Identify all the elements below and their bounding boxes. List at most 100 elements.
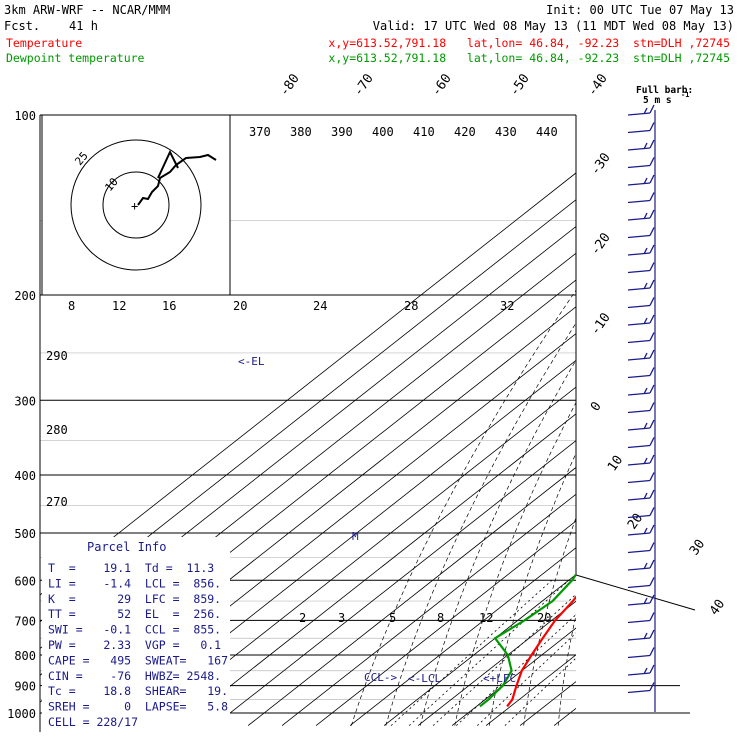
isotherm-label: -60: [429, 71, 455, 99]
isotherm-line: [417, 600, 576, 726]
dry-adiabat: [727, 128, 740, 726]
isotherm-line: [281, 493, 576, 726]
wind-scale-label: 32: [500, 299, 514, 313]
pressure-tick-label: 400: [14, 469, 36, 483]
wind-scale-label: 28: [404, 299, 418, 313]
wind-barb: [627, 227, 655, 239]
theta-label: 380: [290, 125, 312, 139]
pressure-tick-label: 1000: [7, 707, 36, 721]
frame-corner: [575, 537, 696, 611]
pressure-tick-label: 100: [14, 109, 36, 123]
isotherm-line: [485, 654, 576, 726]
dry-adiabat: [350, 289, 576, 726]
isotherm-line: [111, 359, 576, 726]
parcel-info-row: CELL = 228/17: [48, 715, 138, 729]
isotherm-label: -20: [588, 230, 614, 258]
dry-adiabat: [695, 128, 740, 726]
mixing-ratio-line: [477, 632, 576, 726]
wind-barb: [627, 104, 655, 116]
pressure-tick-label: 200: [14, 289, 36, 303]
wind-barb: [627, 402, 655, 414]
isotherm-line: [588, 115, 740, 726]
hodograph-ring: [102, 171, 170, 239]
parcel-info-title: Parcel Info: [87, 540, 166, 554]
isotherm-label: 40: [707, 597, 728, 618]
dewpoint-legend: Dewpoint temperature: [6, 51, 145, 65]
wind-barb: [627, 612, 655, 624]
isotherm-label: 0: [588, 399, 605, 414]
barb-legend-title: Full barb:: [636, 85, 693, 96]
theta-label: 370: [249, 125, 271, 139]
isotherm-label: -40: [585, 71, 611, 99]
parcel-info-row: CAPE = 495 SWEAT= 167: [48, 653, 228, 667]
forecast-hour: Fcst. 41 h: [4, 19, 98, 33]
theta-label: 430: [495, 125, 517, 139]
isotherm-label: -50: [507, 71, 533, 99]
theta-label: 410: [413, 125, 435, 139]
wind-barb: [627, 384, 655, 396]
wind-barb: [627, 577, 655, 589]
parcel-info-row: Tc = 18.8 SHEAR= 19.: [48, 684, 228, 698]
isotherm-line: [179, 413, 576, 726]
hodograph-inset: 10 25 +: [41, 114, 231, 296]
isotherm-line: [349, 547, 576, 726]
mixing-ratio-label: 8: [437, 611, 444, 625]
dry-adiabat-label: 290: [46, 349, 68, 363]
wind-barb: [627, 314, 655, 326]
dry-adiabat: [662, 128, 740, 726]
mixing-ratio-label: 20: [537, 611, 551, 625]
wind-barb: [627, 367, 655, 379]
parcel-info-row: CIN = -76 HWBZ= 2548.: [48, 669, 221, 683]
mixing-ratio-line: [504, 657, 576, 726]
wind-barb: [627, 472, 655, 484]
pressure-tick-label: 600: [14, 574, 36, 588]
el-marker: <-EL: [238, 355, 265, 368]
isotherm-line: [145, 386, 576, 726]
temperature-location: x,y=613.52,791.18 lat,lon= 46.84, -92.23…: [328, 36, 730, 50]
pressure-tick-label: 300: [14, 394, 36, 408]
theta-label: 400: [372, 125, 394, 139]
wind-barb: [627, 209, 655, 221]
hodograph-ring: [70, 139, 202, 271]
dry-adiabat: [557, 613, 576, 726]
isotherm-label: 10: [605, 453, 626, 474]
wind-barb: [627, 122, 655, 134]
wind-barb: [627, 524, 655, 536]
lcl-marker: <-LCL: [408, 672, 441, 685]
wind-barb: [627, 664, 655, 676]
parcel-info-row: LI = -1.4 LCL = 856.: [48, 576, 221, 590]
parcel-info-row: T = 19.1 Td = 11.3: [48, 561, 214, 575]
wind-barb: [627, 454, 655, 466]
theta-label: 390: [331, 125, 353, 139]
wind-barbs: [627, 104, 656, 712]
wind-barb: [627, 349, 655, 361]
dry-adiabat: [593, 128, 740, 726]
parcel-info-row: K = 29 LFC = 859.: [48, 592, 221, 606]
dewpoint-location: x,y=613.52,791.18 lat,lon= 46.84, -92.23…: [328, 51, 730, 65]
wind-barb: [627, 297, 655, 309]
wind-scale-label: 8: [68, 299, 75, 313]
mixing-ratio-label: 5: [389, 611, 396, 625]
pressure-tick-label: 900: [14, 680, 36, 694]
pressure-tick-label: 700: [14, 614, 36, 628]
mixing-ratio-label: 2: [299, 611, 306, 625]
pressure-tick-label: 800: [14, 649, 36, 663]
wind-barb: [627, 419, 655, 431]
wind-barb: [627, 332, 655, 344]
ccl-marker: CCL->: [364, 671, 397, 684]
wind-barb: [627, 559, 655, 571]
valid-time: Valid: 17 UTC Wed 08 May 13 (11 MDT Wed …: [373, 19, 734, 33]
wind-barb: [627, 244, 655, 256]
mixing-ratio-line: [390, 580, 553, 726]
wind-barb: [627, 157, 655, 169]
temperature-legend: Temperature: [6, 36, 82, 50]
isotherm-line: [315, 520, 576, 726]
isotherm-line: [451, 627, 576, 726]
isotherm-line: [247, 466, 576, 726]
parcel-info-row: SWI = -0.1 CCL = 855.: [48, 623, 221, 637]
init-time: Init: 00 UTC Tue 07 May 13: [546, 3, 734, 17]
wind-barb: [627, 629, 655, 641]
isotherm-line: [40, 199, 576, 623]
